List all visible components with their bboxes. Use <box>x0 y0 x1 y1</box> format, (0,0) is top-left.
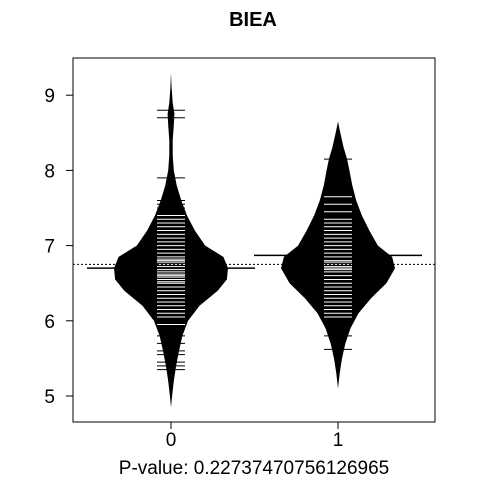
y-tick-label: 6 <box>44 312 55 333</box>
plot-area <box>73 72 435 408</box>
chart-title: BIEA <box>229 9 277 31</box>
y-tick-label: 9 <box>44 86 55 107</box>
y-tick-label: 5 <box>44 387 55 408</box>
y-tick-label: 7 <box>44 237 55 258</box>
plot-frame <box>72 57 436 423</box>
y-tick-label: 8 <box>44 161 55 182</box>
x-tick-label: 0 <box>166 430 177 451</box>
axes: 5 6 7 8 9 0 1 <box>44 57 436 451</box>
x-tick-label: 1 <box>333 430 344 451</box>
x-axis-label: P-value: 0.22737470756126965 <box>119 458 389 479</box>
bean-0 <box>114 72 228 408</box>
